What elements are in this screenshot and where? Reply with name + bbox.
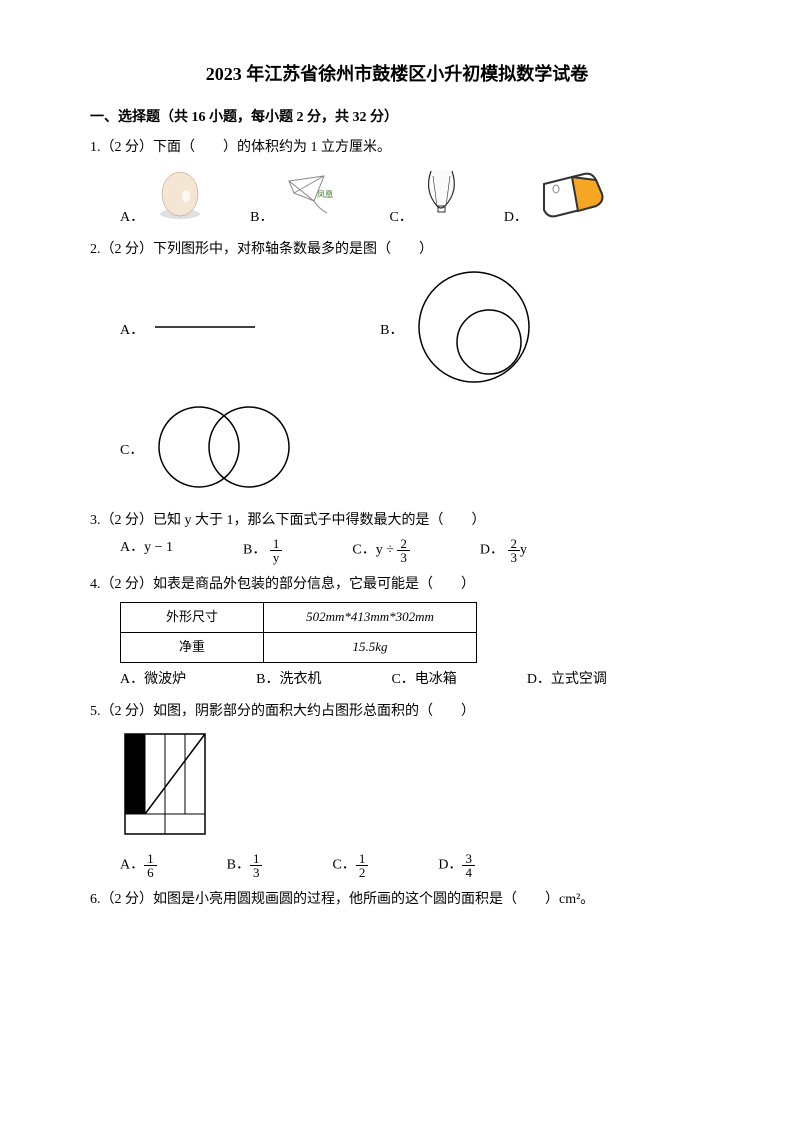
opt-label: A．: [120, 207, 144, 229]
cell: 外形尺寸: [121, 602, 264, 632]
fraction-icon: 34: [462, 852, 475, 879]
page-title: 2023 年江苏省徐州市鼓楼区小升初模拟数学试卷: [90, 60, 704, 89]
q2-text: 2.（2 分）下列图形中，对称轴条数最多的是图（ ）: [90, 239, 704, 261]
question-1: 1.（2 分）下面（ ）的体积约为 1 立方厘米。 A． B． 凤凰: [90, 137, 704, 229]
q4-text: 4.（2 分）如表是商品外包装的部分信息，它最可能是（ ）: [90, 574, 704, 596]
q1-options: A． B． 凤凰 C．: [120, 166, 704, 229]
q1-opt-d: D．: [504, 166, 609, 229]
q3-options: A．y − 1 B． 1y C．y ÷ 23 D． 23y: [120, 537, 704, 564]
question-3: 3.（2 分）已知 y 大于 1，那么下面式子中得数最大的是（ ） A．y − …: [90, 510, 704, 563]
opt-label: D．: [438, 857, 462, 872]
q4-options: A．微波炉 B．洗衣机 C．电冰箱 D．立式空调: [120, 669, 704, 691]
num: 1: [270, 537, 283, 551]
fraction-icon: 23: [397, 537, 410, 564]
q5-options: A．16 B．13 C．12 D．34: [120, 852, 704, 879]
q3-opt-b: B． 1y: [243, 537, 282, 564]
q2-options: A． B．: [120, 267, 704, 395]
q1-text: 1.（2 分）下面（ ）的体积约为 1 立方厘米。: [90, 137, 704, 159]
table-row: 净重 15.5kg: [121, 632, 477, 662]
opt-label: C．: [120, 440, 143, 462]
den: 2: [356, 866, 369, 879]
num: 1: [356, 852, 369, 866]
fraction-icon: 1y: [270, 537, 283, 564]
num: 2: [397, 537, 410, 551]
svg-text:凤凰: 凤凰: [317, 190, 333, 199]
q3-opt-a: A．y − 1: [120, 537, 173, 564]
opt-label: A．: [120, 857, 144, 872]
question-5: 5.（2 分）如图，阴影部分的面积大约占图形总面积的（ ） A．16 B．13 …: [90, 701, 704, 879]
shaded-grid-icon: [120, 729, 215, 839]
fraction-icon: 13: [250, 852, 263, 879]
q4-opt-b: B．洗衣机: [256, 669, 321, 691]
opt-label: D．: [504, 207, 528, 229]
num: 1: [144, 852, 157, 866]
opt-label: A．: [120, 320, 144, 342]
opt-label: B．: [227, 857, 250, 872]
opt-label: C．: [389, 207, 412, 229]
fraction-icon: 12: [356, 852, 369, 879]
fraction-icon: 23: [508, 537, 521, 564]
q4-opt-c: C．电冰箱: [391, 669, 456, 691]
cell: 502mm*413mm*302mm: [264, 602, 477, 632]
opt-label: C．: [332, 857, 355, 872]
q2-options-2: C．: [120, 402, 704, 500]
q5-figure: [120, 729, 704, 847]
den: y: [270, 551, 283, 564]
q5-opt-b: B．13: [227, 852, 263, 879]
den: 3: [508, 551, 521, 564]
den: 3: [250, 866, 263, 879]
q4-table: 外形尺寸 502mm*413mm*302mm 净重 15.5kg: [120, 602, 477, 663]
q5-opt-a: A．16: [120, 852, 157, 879]
opt-label: B．: [250, 207, 273, 229]
num: 1: [250, 852, 263, 866]
question-2: 2.（2 分）下列图形中，对称轴条数最多的是图（ ） A． B． C．: [90, 239, 704, 500]
q2-opt-a: A．: [120, 317, 260, 345]
q1-opt-a: A．: [120, 166, 210, 229]
q3-text: 3.（2 分）已知 y 大于 1，那么下面式子中得数最大的是（ ）: [90, 510, 704, 532]
q4-opt-a: A．微波炉: [120, 669, 186, 691]
q5-opt-d: D．34: [438, 852, 475, 879]
q2-opt-c: C．: [120, 402, 299, 500]
opt-label: B．: [380, 320, 403, 342]
tail: y: [520, 542, 527, 557]
cell: 净重: [121, 632, 264, 662]
overlap-circles-icon: [149, 402, 299, 500]
egg-icon: [150, 166, 210, 229]
eraser-icon: [534, 166, 609, 229]
q1-opt-c: C．: [389, 166, 463, 229]
question-4: 4.（2 分）如表是商品外包装的部分信息，它最可能是（ ） 外形尺寸 502mm…: [90, 574, 704, 691]
den: 3: [397, 551, 410, 564]
cell: 15.5kg: [264, 632, 477, 662]
q5-opt-c: C．12: [332, 852, 368, 879]
opt-label: B．: [243, 542, 266, 557]
den: 6: [144, 866, 157, 879]
q6-text: 6.（2 分）如图是小亮用圆规画圆的过程，他所画的这个圆的面积是（ ）cm²。: [90, 889, 704, 911]
table-row: 外形尺寸 502mm*413mm*302mm: [121, 602, 477, 632]
question-6: 6.（2 分）如图是小亮用圆规画圆的过程，他所画的这个圆的面积是（ ）cm²。: [90, 889, 704, 911]
q5-text: 5.（2 分）如图，阴影部分的面积大约占图形总面积的（ ）: [90, 701, 704, 723]
nested-circles-icon: [409, 267, 539, 395]
q3-opt-c: C．y ÷ 23: [352, 537, 410, 564]
den: 4: [462, 866, 475, 879]
balloon-icon: [419, 166, 464, 229]
num: 3: [462, 852, 475, 866]
q3-opt-d: D． 23y: [480, 537, 527, 564]
line-segment-icon: [150, 317, 260, 345]
section-heading: 一、选择题（共 16 小题，每小题 2 分，共 32 分）: [90, 107, 704, 129]
kite-icon: 凤凰: [279, 171, 349, 229]
q4-opt-d: D．立式空调: [527, 669, 607, 691]
opt-label: D．: [480, 542, 504, 557]
q1-opt-b: B． 凤凰: [250, 171, 349, 229]
num: 2: [508, 537, 521, 551]
opt-label: C．y ÷: [352, 542, 394, 557]
q2-opt-b: B．: [380, 267, 539, 395]
fraction-icon: 16: [144, 852, 157, 879]
